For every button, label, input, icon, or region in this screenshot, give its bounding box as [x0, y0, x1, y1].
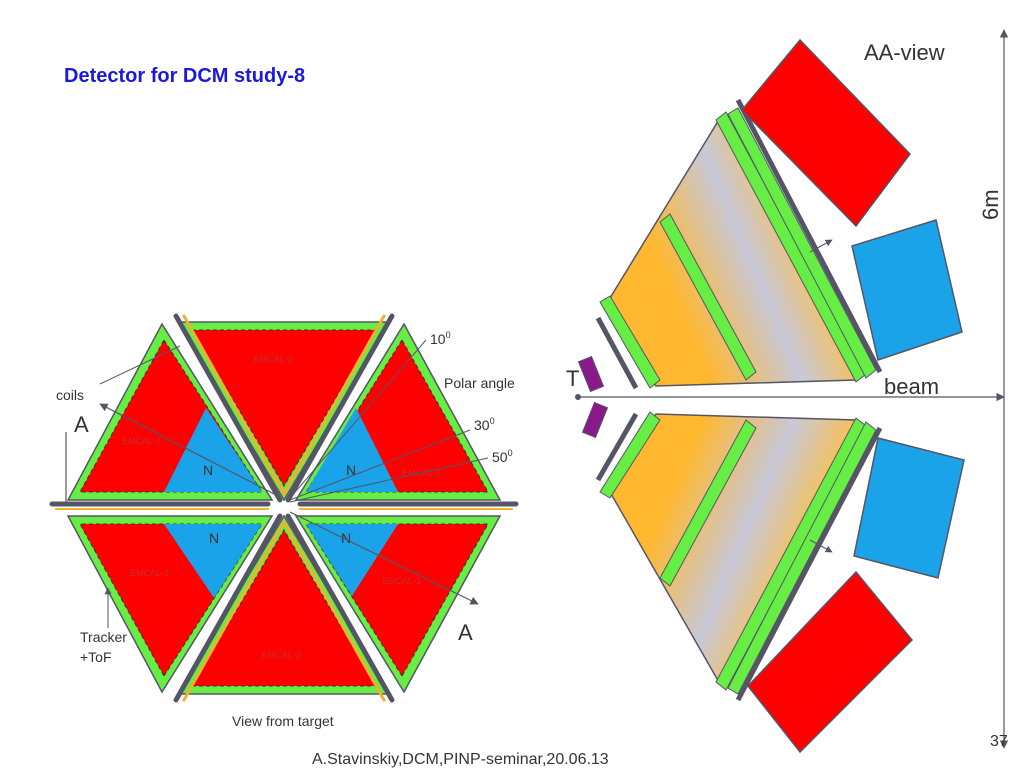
emcal-1-label-lower-left: EMCAL-1: [130, 568, 169, 578]
page-number: 37: [990, 733, 1008, 750]
polar-angle-line-50: [289, 457, 489, 503]
coils: [49, 313, 519, 703]
target-holder-upper: [577, 355, 605, 393]
angle-10-label: 100: [430, 330, 451, 347]
target-label: T: [566, 366, 579, 391]
side-view-diagram: AA-view T beam 6m: [566, 29, 1009, 754]
section-label-a-left: A: [74, 412, 89, 437]
polar-angle-line-10: [289, 339, 427, 499]
tracker-label-line1: Tracker: [80, 629, 127, 645]
sector-lower-right: [294, 515, 502, 694]
tracker-plane-inner-lower: [599, 411, 661, 499]
sector-upper-right: [294, 322, 502, 501]
aa-view-title: AA-view: [864, 40, 945, 65]
emcal-block-upper: [740, 38, 911, 228]
tracker-plane-outer-upper-2: [727, 107, 877, 379]
neutron-label-upper-left: N: [203, 462, 213, 478]
section-arrow-upper: [99, 403, 279, 497]
emcal-2-label-bottom: EMCAL-2: [262, 650, 301, 660]
neutron-label-lower-left: N: [209, 530, 219, 546]
coil-inner-lower: [595, 412, 639, 482]
coil-lower: [735, 426, 883, 702]
polar-angle-label: Polar angle: [444, 375, 515, 391]
footer-text: A.Stavinskiy,DCM,PINP-seminar,20.06.13: [312, 751, 609, 768]
emcal-1-label-lower-right: EMCAL-1: [382, 576, 421, 586]
tracker-plane-outer-lower-2: [727, 421, 877, 695]
emcal-2-label-top: EMCAL-2: [254, 354, 293, 364]
neutron-label-upper-right: N: [346, 462, 356, 478]
tracker-label-line2: +ToF: [80, 649, 112, 665]
coil-upper: [735, 98, 883, 374]
end-view-diagram: EMCAL-2 EMCAL-1 EMCAL-1 EMCAL-1 EMCAL-1 …: [49, 313, 519, 729]
neutron-label-lower-right: N: [341, 530, 351, 546]
neutron-detector-lower: [853, 437, 965, 579]
coils-leader: [99, 345, 181, 385]
slide-title: Detector for DCM study-8: [64, 65, 305, 87]
neutron-detector-upper: [851, 219, 963, 361]
tracker-plane-middle-lower: [659, 419, 757, 587]
coils-label: coils: [56, 387, 84, 403]
arrow-lower: [809, 539, 833, 553]
tracker-plane-inner-upper: [599, 295, 661, 389]
scale-label: 6m: [978, 189, 1003, 220]
beam-label: beam: [884, 374, 939, 399]
target-holder-lower: [581, 401, 609, 439]
angle-30-label: 300: [474, 416, 495, 433]
sector-lower-left: [66, 515, 274, 694]
emcal-1-label-upper-left: EMCAL-1: [122, 436, 161, 446]
coil-inner-upper: [595, 316, 639, 390]
polar-angle-line-30: [289, 429, 471, 501]
view-caption: View from target: [232, 713, 334, 729]
tracker-plane-middle-upper: [659, 213, 757, 381]
angle-50-label: 500: [492, 448, 513, 465]
arrow-upper: [809, 239, 833, 253]
section-arrow-lower: [289, 511, 479, 605]
emcal-block-lower: [747, 570, 914, 754]
section-label-a-right: A: [458, 620, 473, 645]
